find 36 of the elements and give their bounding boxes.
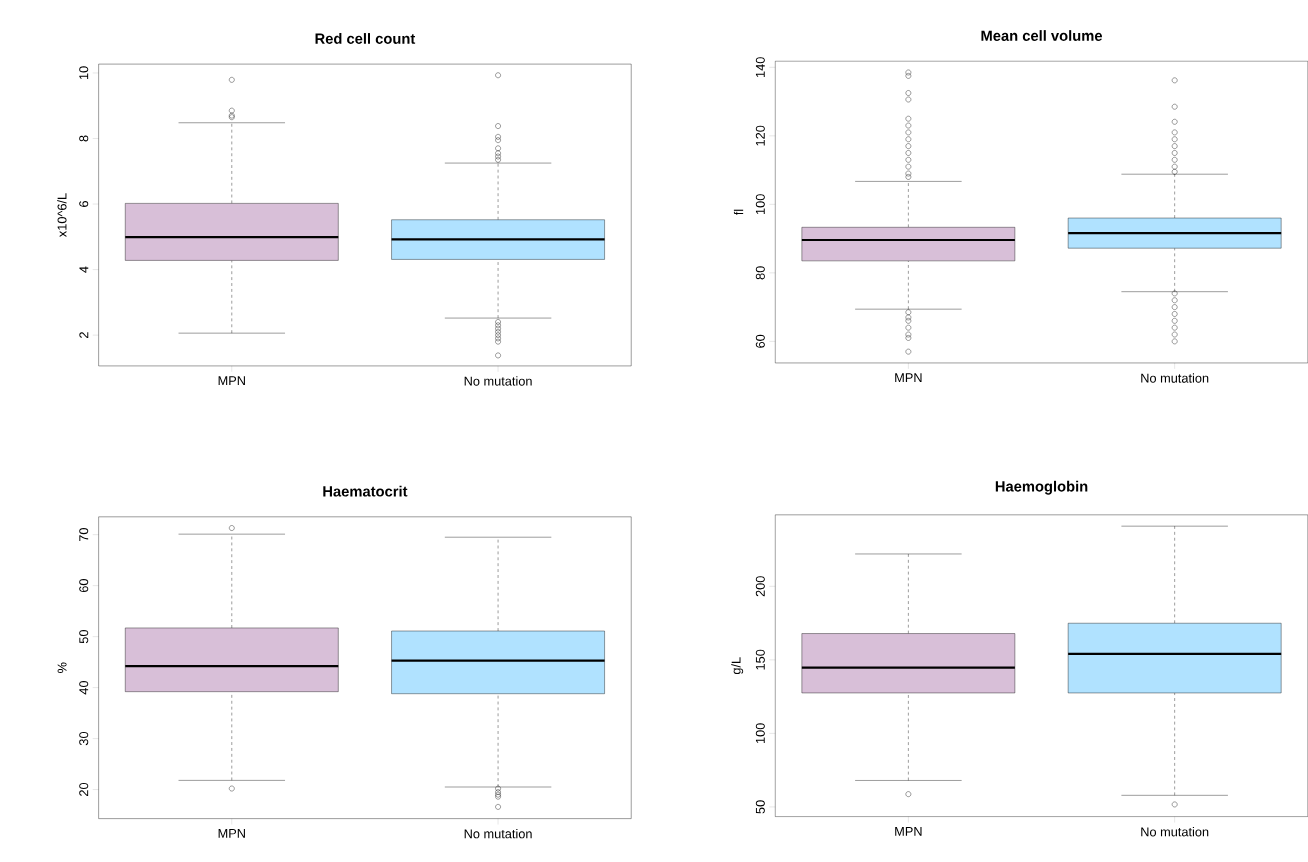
y-tick-label: 60 xyxy=(79,579,89,593)
y-axis-title: % xyxy=(57,662,67,673)
y-tick-label: 8 xyxy=(79,135,89,142)
chart-title: Mean cell volume xyxy=(981,30,1103,41)
y-tick-label: 70 xyxy=(79,528,89,542)
y-axis-title: g/L xyxy=(731,657,744,675)
y-tick-label: 4 xyxy=(79,266,89,273)
y-tick-label: 2 xyxy=(79,332,89,339)
x-tick-label: No mutation xyxy=(1141,373,1209,383)
y-axis-title: x10^6/L xyxy=(57,193,67,238)
x-tick-label: MPN xyxy=(218,828,245,838)
y-tick-label: 30 xyxy=(79,731,89,746)
y-tick-label: 60 xyxy=(755,334,765,348)
y-tick-label: 140 xyxy=(755,57,765,77)
y-tick-label: 20 xyxy=(79,782,89,797)
chart-title: Haemoglobin xyxy=(995,480,1088,495)
x-tick-label: MPN xyxy=(218,376,245,386)
y-tick-label: 100 xyxy=(755,723,765,744)
x-tick-label: MPN xyxy=(895,373,922,383)
x-tick-label: No mutation xyxy=(1141,827,1209,837)
x-tick-label: MPN xyxy=(895,827,922,836)
y-tick-label: 120 xyxy=(755,125,765,146)
x-tick-label: No mutation xyxy=(464,376,532,386)
y-axis-title: fl xyxy=(733,209,744,216)
y-tick-label: 200 xyxy=(755,576,765,597)
chart-title: Haematocrit xyxy=(323,485,408,497)
y-tick-label: 10 xyxy=(79,66,89,80)
chart-title: Red cell count xyxy=(315,33,416,44)
y-tick-label: 50 xyxy=(79,630,89,644)
y-tick-label: 150 xyxy=(755,649,765,670)
y-tick-label: 40 xyxy=(79,680,89,695)
x-tick-label: No mutation xyxy=(464,828,532,839)
y-tick-label: 100 xyxy=(755,194,765,215)
y-tick-label: 6 xyxy=(79,201,89,207)
y-tick-label: 80 xyxy=(755,266,765,280)
y-tick-label: 50 xyxy=(755,800,765,814)
